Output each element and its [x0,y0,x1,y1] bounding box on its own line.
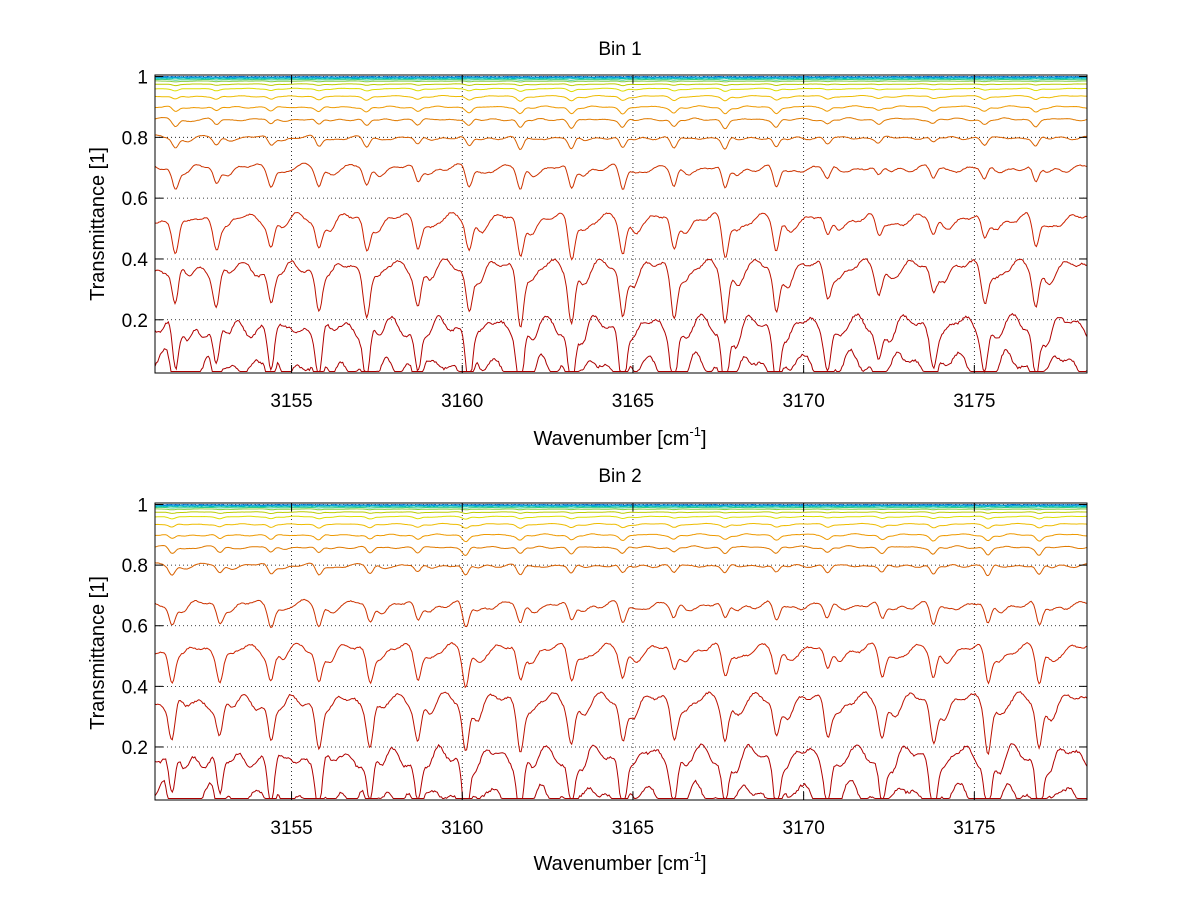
x-tick-label: 3170 [783,391,825,412]
x-tick-label: 3175 [953,391,995,412]
x-tick-label: 3165 [612,818,654,839]
y-tick-label: 1 [137,68,148,89]
series-line [155,506,1088,509]
series-line [154,76,1088,79]
series-line [155,533,1087,543]
series-line [154,779,1087,800]
y-tick-label: 0.4 [122,677,149,698]
series-line [154,134,1088,151]
series-line [154,690,1088,756]
y-tick-label: 0.4 [122,250,149,271]
y-tick-label: 0.6 [122,617,148,638]
series-line [154,257,1088,328]
series-line [154,511,1087,515]
y-tick-label: 0.8 [122,556,148,577]
series-line [154,95,1088,102]
series-line [155,80,1087,83]
series-line [154,562,1088,577]
series-line [155,87,1087,93]
panel-title: Bin 1 [598,39,641,60]
y-tick-label: 0.2 [122,311,148,332]
series-line [154,544,1088,557]
series-line [154,522,1088,529]
y-axis-label: Transmittance [1] [87,576,109,730]
x-tick-label: 3155 [270,391,312,412]
x-tick-label: 3155 [270,818,312,839]
y-tick-label: 1 [137,496,148,517]
series-line [154,505,1088,508]
series-line [154,641,1088,689]
series-line [154,348,1088,373]
series-line [154,77,1088,80]
series-line [154,162,1088,190]
x-tick-label: 3165 [612,391,654,412]
x-tick-label: 3160 [441,818,483,839]
axes-frame [154,502,1088,801]
y-tick-label: 0.6 [122,189,148,210]
y-tick-label: 0.8 [122,128,148,149]
x-tick-label: 3175 [953,818,995,839]
plot-area [155,75,1087,373]
series-line [154,598,1088,629]
series-line [155,503,1088,506]
x-axis-label: Wavenumber [cm-1] [533,424,706,450]
y-tick-label: 0.2 [122,738,148,759]
series-line [155,78,1087,81]
series-line [155,211,1088,261]
panel-title: Bin 2 [598,466,641,487]
x-axis-label: Wavenumber [cm-1] [533,849,706,875]
series-line [155,515,1087,520]
series-line [154,105,1088,115]
series-line [154,116,1088,130]
x-tick-label: 3160 [441,391,483,412]
series-line [154,83,1087,87]
panel-bin-2: Bin 2 Transmittance [1] Wavenumber [cm-1… [87,466,1088,875]
series-line [154,504,1087,507]
series-line [155,508,1087,511]
y-axis-label: Transmittance [1] [87,147,109,301]
axes-frame [154,74,1088,374]
panel-bin-1: Bin 1 Transmittance [1] Wavenumber [cm-1… [87,39,1088,450]
x-tick-label: 3170 [783,818,825,839]
